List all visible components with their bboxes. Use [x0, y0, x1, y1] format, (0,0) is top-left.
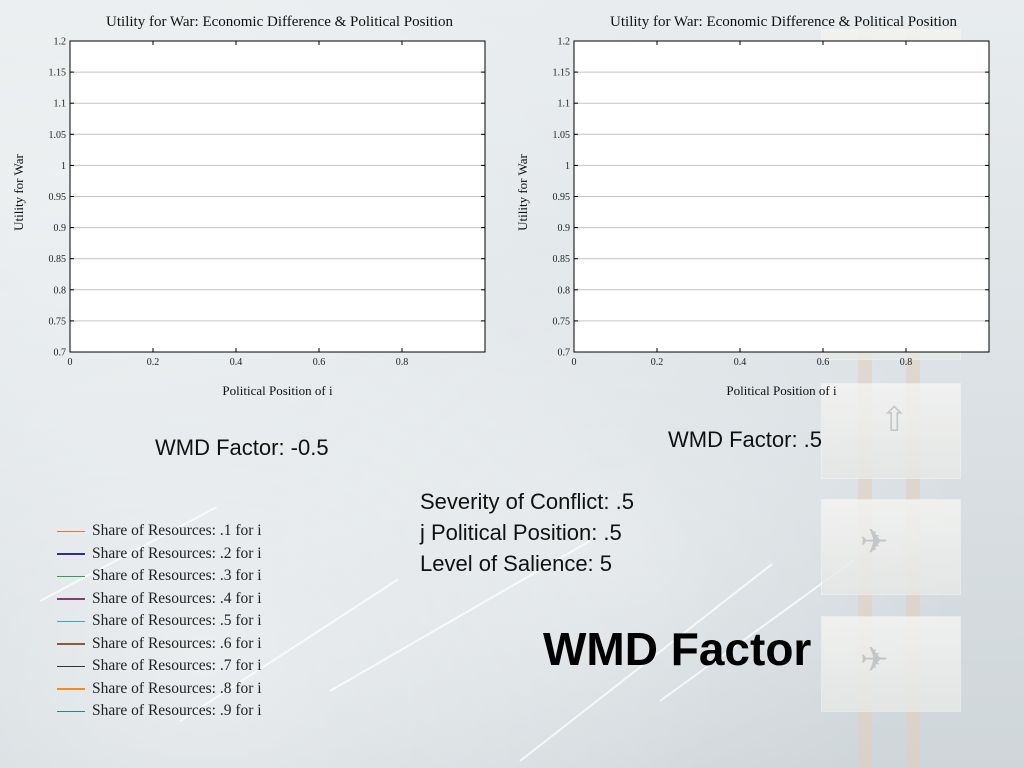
legend-label: Share of Resources: .9 for i [92, 702, 262, 720]
legend-swatch [57, 530, 85, 532]
legend-item: Share of Resources: .6 for i [57, 633, 262, 656]
y-tick-label: 1 [61, 161, 66, 172]
rocket-icon: ⇧ [880, 400, 909, 440]
x-tick-label: 0.6 [817, 357, 830, 368]
legend-item: Share of Resources: .2 for i [57, 543, 262, 566]
y-tick-label: 1.2 [54, 37, 67, 48]
y-tick-label: 1.1 [558, 99, 571, 110]
y-axis-label: Utility for War [11, 153, 26, 230]
x-tick-label: 0 [572, 357, 577, 368]
legend-label: Share of Resources: .3 for i [92, 567, 262, 585]
legend-swatch [57, 710, 85, 712]
legend-label: Share of Resources: .6 for i [92, 634, 262, 652]
wmd-factor-caption-right: WMD Factor: .5 [668, 427, 823, 452]
y-tick-label: 1.15 [49, 68, 67, 79]
chart-title: Utility for War: Economic Difference & P… [610, 14, 957, 30]
aircraft-photo [822, 500, 960, 594]
y-tick-label: 0.85 [553, 254, 571, 265]
legend-swatch [57, 688, 85, 690]
x-tick-label: 0.2 [147, 357, 160, 368]
legend-label: Share of Resources: .5 for i [92, 612, 262, 630]
legend-swatch [57, 665, 85, 667]
legend-item: Share of Resources: .7 for i [57, 655, 262, 678]
x-tick-label: 0.4 [230, 357, 243, 368]
x-tick-label: 0.2 [651, 357, 664, 368]
wmd-factor-caption-left: WMD Factor: -0.5 [155, 435, 329, 460]
y-axis-label: Utility for War [515, 153, 530, 230]
y-tick-label: 0.95 [553, 192, 571, 203]
legend-swatch [57, 620, 85, 622]
y-tick-label: 0.8 [558, 285, 571, 296]
y-tick-label: 1.05 [49, 130, 67, 141]
y-tick-label: 0.8 [54, 285, 67, 296]
legend-swatch [57, 598, 85, 600]
legend-swatch [57, 553, 85, 555]
aircraft-icon: ✈ [860, 640, 889, 680]
legend-item: Share of Resources: .3 for i [57, 565, 262, 588]
y-tick-label: 0.9 [558, 223, 571, 234]
chart-left: 0.7 0.75 0.8 0.85 0.9 0.95 1 1.05 1.1 1.15 1.2 0 0.2… [11, 14, 486, 398]
parameters-block: Severity of Conflict: .5 j Political Pos… [420, 486, 634, 579]
y-tick-label: 0.85 [49, 254, 67, 265]
x-tick-label: 0.8 [900, 357, 913, 368]
x-tick-label: 0.4 [734, 357, 747, 368]
plot-frame [69, 40, 486, 353]
legend-label: Share of Resources: .7 for i [92, 657, 262, 675]
legend-item: Share of Resources: .1 for i [57, 520, 262, 543]
aircraft-icon: ✈ [860, 522, 889, 562]
y-tick-label: 1 [565, 161, 570, 172]
legend-label: Share of Resources: .2 for i [92, 544, 262, 562]
slide-title: WMD Factor [543, 623, 812, 675]
y-tick-label: 0.9 [54, 223, 67, 234]
legend-swatch [57, 575, 85, 577]
y-tick-label: 1.05 [553, 130, 571, 141]
legend-label: Share of Resources: .1 for i [92, 522, 262, 540]
y-tick-label: 1.1 [54, 99, 67, 110]
legend-label: Share of Resources: .8 for i [92, 679, 262, 697]
y-tick-label: 1.2 [558, 37, 571, 48]
x-tick-label: 0.8 [396, 357, 409, 368]
aircraft-photo [822, 617, 960, 711]
plot-frame [573, 40, 990, 353]
parameter-j-position: j Political Position: .5 [420, 520, 622, 545]
x-axis-label: Political Position of i [222, 383, 333, 398]
y-tick-label: 0.95 [49, 192, 67, 203]
legend-label: Share of Resources: .4 for i [92, 589, 262, 607]
x-axis-label: Political Position of i [726, 383, 837, 398]
chart-right: 0.7 0.75 0.8 0.85 0.9 0.95 1 1.05 1.1 1.15 1.2 0 0.2… [515, 14, 990, 398]
parameter-salience: Level of Salience: 5 [420, 551, 613, 576]
y-tick-label: 0.7 [54, 348, 67, 359]
y-tick-label: 0.75 [49, 316, 67, 327]
legend: Share of Resources: .1 for i Share of Res… [57, 520, 262, 723]
parameter-severity: Severity of Conflict: .5 [420, 489, 634, 514]
legend-item: Share of Resources: .5 for i [57, 610, 262, 633]
chart-title: Utility for War: Economic Difference & P… [106, 14, 453, 30]
rocket-photo [822, 384, 960, 478]
y-tick-label: 0.7 [558, 348, 571, 359]
legend-swatch [57, 643, 85, 645]
legend-item: Share of Resources: .4 for i [57, 588, 262, 611]
x-tick-label: 0 [68, 357, 73, 368]
y-tick-label: 0.75 [553, 316, 571, 327]
y-tick-label: 1.15 [553, 68, 571, 79]
legend-item: Share of Resources: .9 for i [57, 700, 262, 723]
x-tick-label: 0.6 [313, 357, 326, 368]
legend-item: Share of Resources: .8 for i [57, 678, 262, 701]
